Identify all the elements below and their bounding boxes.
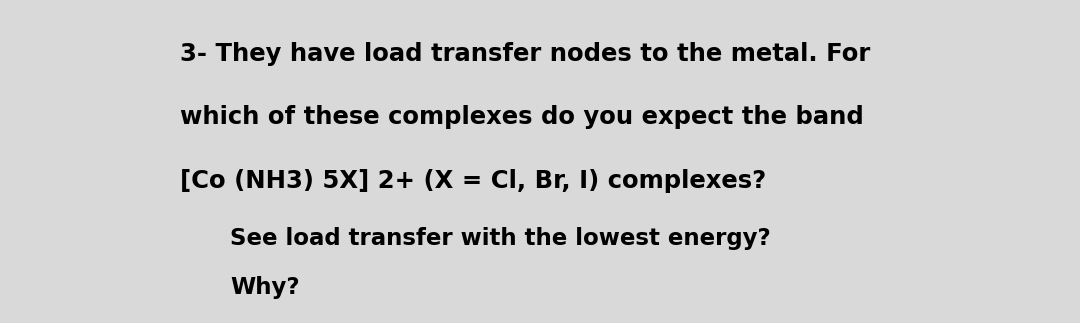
Text: [Co (NH3) 5X] 2+ (X = Cl, Br, I) complexes?: [Co (NH3) 5X] 2+ (X = Cl, Br, I) complex… [179, 169, 766, 193]
Text: See load transfer with the lowest energy?: See load transfer with the lowest energy… [230, 227, 771, 250]
Text: which of these complexes do you expect the band: which of these complexes do you expect t… [179, 106, 863, 130]
Text: Why?: Why? [230, 276, 300, 299]
Text: 3- They have load transfer nodes to the metal. For: 3- They have load transfer nodes to the … [179, 42, 869, 66]
